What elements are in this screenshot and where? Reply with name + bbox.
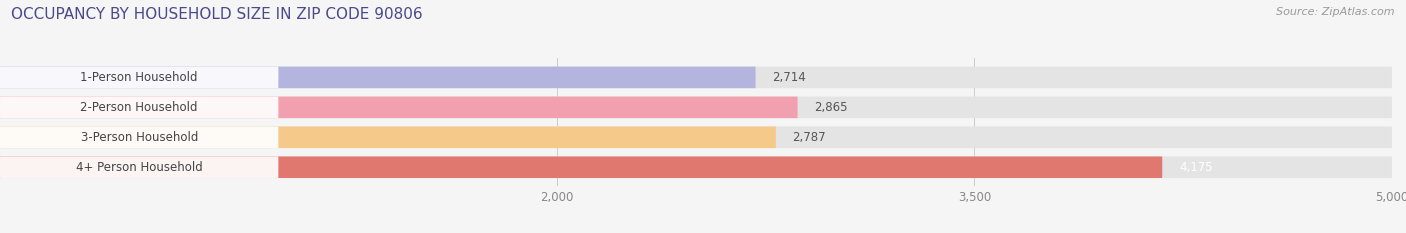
Text: 2,714: 2,714 — [772, 71, 806, 84]
Text: 2,865: 2,865 — [814, 101, 848, 114]
Text: 2,787: 2,787 — [793, 131, 827, 144]
Text: 3-Person Household: 3-Person Household — [80, 131, 198, 144]
FancyBboxPatch shape — [0, 67, 1392, 88]
FancyBboxPatch shape — [0, 96, 1392, 118]
FancyBboxPatch shape — [0, 96, 797, 118]
FancyBboxPatch shape — [0, 67, 278, 88]
Text: Source: ZipAtlas.com: Source: ZipAtlas.com — [1277, 7, 1395, 17]
FancyBboxPatch shape — [0, 156, 1163, 178]
FancyBboxPatch shape — [0, 67, 755, 88]
Text: 2-Person Household: 2-Person Household — [80, 101, 198, 114]
Text: OCCUPANCY BY HOUSEHOLD SIZE IN ZIP CODE 90806: OCCUPANCY BY HOUSEHOLD SIZE IN ZIP CODE … — [11, 7, 423, 22]
FancyBboxPatch shape — [0, 127, 776, 148]
Text: 4,175: 4,175 — [1180, 161, 1212, 174]
FancyBboxPatch shape — [0, 127, 1392, 148]
Text: 1-Person Household: 1-Person Household — [80, 71, 198, 84]
FancyBboxPatch shape — [0, 156, 1392, 178]
FancyBboxPatch shape — [0, 127, 278, 148]
FancyBboxPatch shape — [0, 156, 278, 178]
Text: 4+ Person Household: 4+ Person Household — [76, 161, 202, 174]
FancyBboxPatch shape — [0, 96, 278, 118]
